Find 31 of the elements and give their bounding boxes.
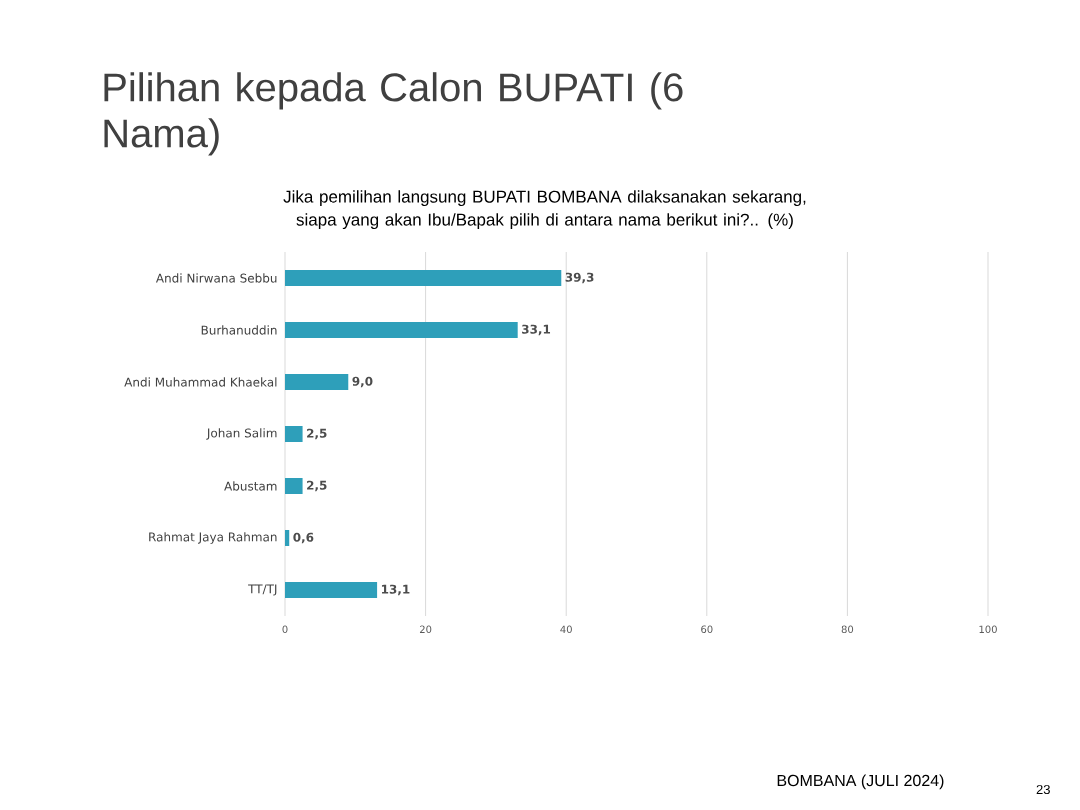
y-tick-label: Rahmat Jaya Rahman [149,532,277,544]
bar [285,530,290,546]
x-tick-label: 40 [560,625,572,634]
bar [285,478,303,494]
data-label: 2,5 [307,428,327,440]
data-label: 39,3 [565,272,594,284]
y-tick-label: Andi Nirwana Sebbu [155,273,277,283]
text: BOMBANA (JULI 2024) [777,774,944,790]
data-label: 2,5 [307,480,327,492]
bar [285,374,349,391]
bar [285,322,518,339]
x-tick-label: 0 [282,625,288,634]
x-tick-label: 60 [701,625,713,634]
data-label: 0,6 [293,532,314,544]
y-tick-label: Johan Salim [206,428,277,440]
bar [285,426,303,442]
y-tick-label: Abustam [224,481,277,491]
bar [285,270,562,287]
bar [285,582,378,598]
y-tick-label: Andi Muhammad Khaekal [124,377,277,387]
x-tick-label: 100 [979,625,997,634]
x-tick-label: 80 [841,625,854,634]
chart-subtitle: Jika pemilihan langsung BUPATI BOMBANA dilaksanakan sekarang, siapa yang akan Ibu/Bapak pilih di antara nama berikut ini?.. (%) [283,190,806,230]
data-label: 13,1 [381,584,410,596]
chart-title: Pilihan kepada Calon BUPATI (6 Nama) [104,72,683,156]
y-tick-label: TT/TJ [248,584,277,596]
data-label: 9,0 [352,376,373,388]
text: 23 [1036,784,1050,795]
data-label: 33,1 [522,324,551,336]
y-tick-label: Burhanuddin [201,325,277,335]
x-tick-label: 20 [419,625,432,634]
